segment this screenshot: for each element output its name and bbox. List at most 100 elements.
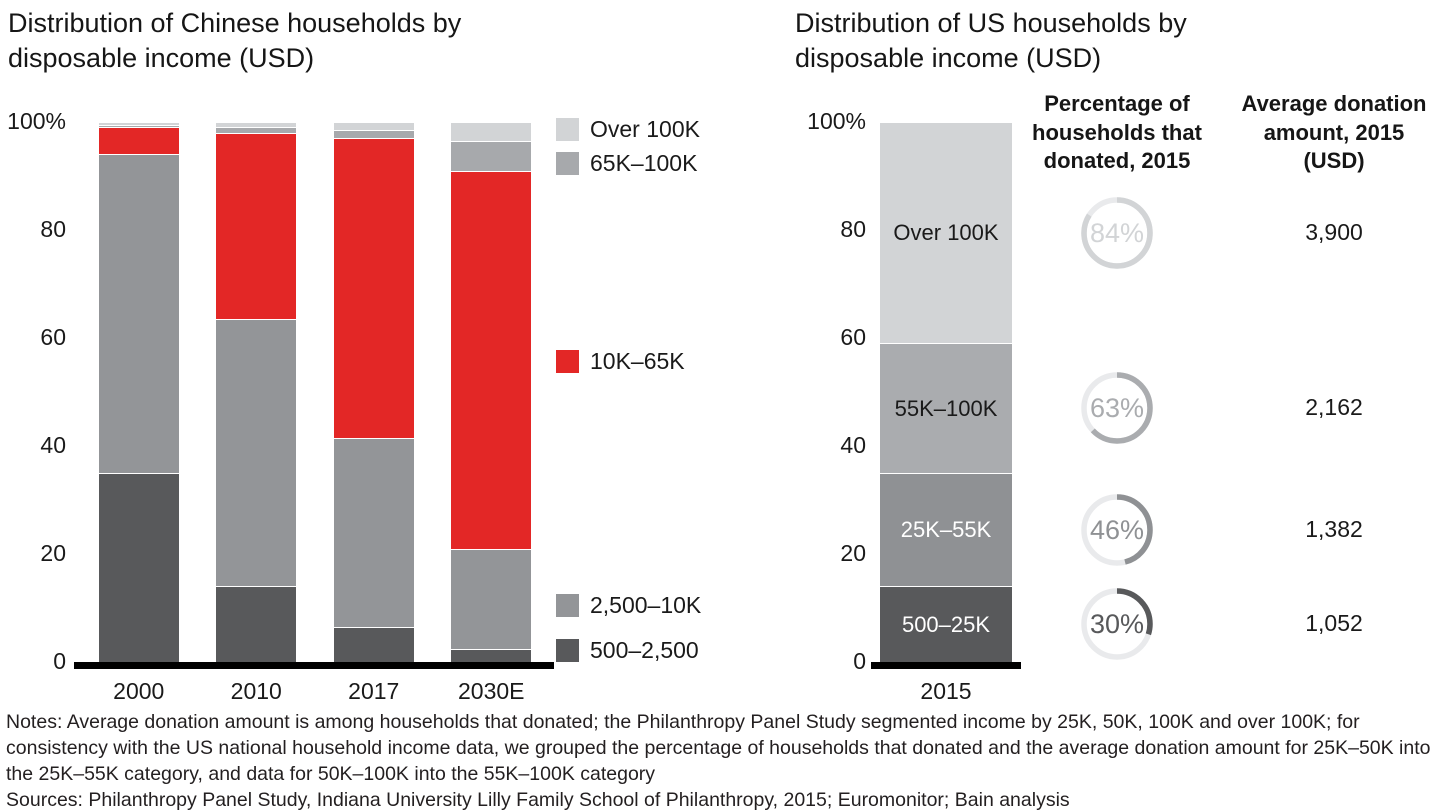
y-axis-label: 80 xyxy=(40,216,66,242)
legend-item: Over 100K xyxy=(556,116,700,143)
gauge-arc xyxy=(1081,588,1153,660)
legend-label: 10K–65K xyxy=(590,348,685,374)
legend-swatch xyxy=(556,350,579,373)
bar-segment xyxy=(451,122,532,141)
donated-pct-gauge: 30% xyxy=(1075,582,1159,666)
y-axis-label: 0 xyxy=(853,648,866,674)
stacked-bar xyxy=(333,122,414,662)
bar-segment xyxy=(216,586,297,662)
legend-item: 10K–65K xyxy=(556,348,685,375)
bar-segment: Over 100K xyxy=(880,122,1012,344)
pct-donated-header: Percentage of households that donated, 2… xyxy=(1032,91,1202,174)
right-x-axis xyxy=(871,662,1021,669)
bar-segment xyxy=(98,154,179,473)
y-axis-label: 60 xyxy=(40,324,66,350)
legend-label: 500–2,500 xyxy=(590,637,699,663)
x-axis-label: 2010 xyxy=(230,678,282,704)
bar-segment-label: 500–25K xyxy=(901,611,991,637)
stacked-bar xyxy=(98,122,179,662)
x-axis-label: 2030E xyxy=(457,678,525,704)
gauge-arc xyxy=(1081,372,1153,444)
bar-segment xyxy=(451,140,532,171)
bar-segment xyxy=(98,127,179,155)
donated-pct-gauge: 46% xyxy=(1075,488,1159,572)
stacked-bar xyxy=(451,122,532,662)
right-chart-title: Distribution of US households by disposa… xyxy=(795,8,1187,74)
stacked-bar: 500–25K 25K–55K 55K–100K Over 100K xyxy=(880,122,1012,662)
y-axis-label: 20 xyxy=(840,540,866,566)
bar-segment xyxy=(451,548,532,649)
donated-pct-gauge: 63% xyxy=(1075,366,1159,450)
y-axis-label: 100% xyxy=(7,108,66,134)
bar-segment-label: Over 100K xyxy=(893,220,999,246)
bar-segment xyxy=(216,122,297,128)
bar-segment xyxy=(451,170,532,549)
bar-segment xyxy=(333,122,414,131)
bar-segment xyxy=(451,648,532,662)
legend-item: 65K–100K xyxy=(556,150,697,177)
legend-swatch xyxy=(556,639,579,662)
bar-segment xyxy=(216,319,297,587)
bar-segment: 25K–55K xyxy=(880,473,1012,587)
donated-pct-value: 30% xyxy=(1090,609,1144,639)
y-axis-label: 40 xyxy=(840,432,866,458)
bar-segment xyxy=(98,473,179,662)
legend-label: 2,500–10K xyxy=(590,592,702,618)
right-plot: 500–25K 25K–55K 55K–100K Over 100K 2015 100% 8… xyxy=(807,108,1012,704)
bar-segment xyxy=(98,122,179,125)
gauge-ring-icon: 84% xyxy=(1081,196,1153,269)
legend-label: Over 100K xyxy=(590,116,700,142)
bar-segment-label: 55K–100K xyxy=(894,395,998,421)
donated-pct-gauge: 84% xyxy=(1075,191,1159,275)
x-axis-label: 2017 xyxy=(348,678,400,704)
bar-segment xyxy=(98,124,179,128)
bar-segment xyxy=(216,132,297,320)
avg-donation-value: 1,382 xyxy=(1305,515,1363,542)
gauge-track xyxy=(1081,372,1153,444)
legend-item: 500–2,500 xyxy=(556,637,699,664)
bar-segment xyxy=(333,437,414,627)
legend-item: 2,500–10K xyxy=(556,592,701,619)
bar-segment: 55K–100K xyxy=(880,343,1012,474)
notes-text: Notes: Average donation amount is among … xyxy=(6,711,1431,785)
gauge-ring-icon: 46% xyxy=(1081,493,1153,566)
legend-swatch xyxy=(556,152,579,175)
gauge-track xyxy=(1081,196,1153,269)
donated-pct-value: 63% xyxy=(1090,393,1144,423)
bar-segment xyxy=(333,138,414,438)
left-plot: 2000 2010 2017 2030E 100% 80 60 40 20 0 xyxy=(7,108,550,704)
legend-swatch xyxy=(556,594,579,617)
avg-donation-value: 3,900 xyxy=(1305,218,1363,245)
x-axis-label: 2000 xyxy=(113,678,165,704)
avg-donation-value: 2,162 xyxy=(1305,394,1363,421)
donated-pct-value: 84% xyxy=(1090,218,1144,248)
avg-donation-value: 1,052 xyxy=(1305,610,1363,637)
bar-segment xyxy=(333,626,414,662)
bar-segment-label: 25K–55K xyxy=(900,517,992,543)
gauge-arc xyxy=(1081,493,1153,566)
footer: Notes: Average donation amount is among … xyxy=(6,710,1436,810)
left-chart-title: Distribution of Chinese households by di… xyxy=(8,8,462,74)
gauge-arc xyxy=(1081,196,1153,269)
x-axis-label: 2015 xyxy=(920,678,972,704)
y-axis-label: 100% xyxy=(807,108,866,134)
bar-segment xyxy=(216,127,297,133)
bar-segment: 500–25K xyxy=(880,586,1012,662)
gauge-ring-icon: 30% xyxy=(1081,588,1153,660)
bar-segment xyxy=(333,130,414,139)
gauge-track xyxy=(1081,588,1153,660)
sources-text: Sources: Philanthropy Panel Study, India… xyxy=(6,788,1070,810)
left-x-axis xyxy=(74,662,554,669)
y-axis-label: 20 xyxy=(40,540,66,566)
gauge-ring-icon: 63% xyxy=(1081,372,1153,444)
y-axis-label: 60 xyxy=(840,324,866,350)
y-axis-label: 80 xyxy=(840,216,866,242)
gauge-track xyxy=(1081,493,1153,566)
legend-label: 65K–100K xyxy=(590,150,698,176)
donated-pct-value: 46% xyxy=(1090,515,1144,545)
stacked-bar xyxy=(216,122,297,662)
legend-swatch xyxy=(556,118,579,141)
y-axis-label: 0 xyxy=(53,648,66,674)
avg-donation-header: Average donation amount, 2015 (USD) xyxy=(1241,91,1427,174)
